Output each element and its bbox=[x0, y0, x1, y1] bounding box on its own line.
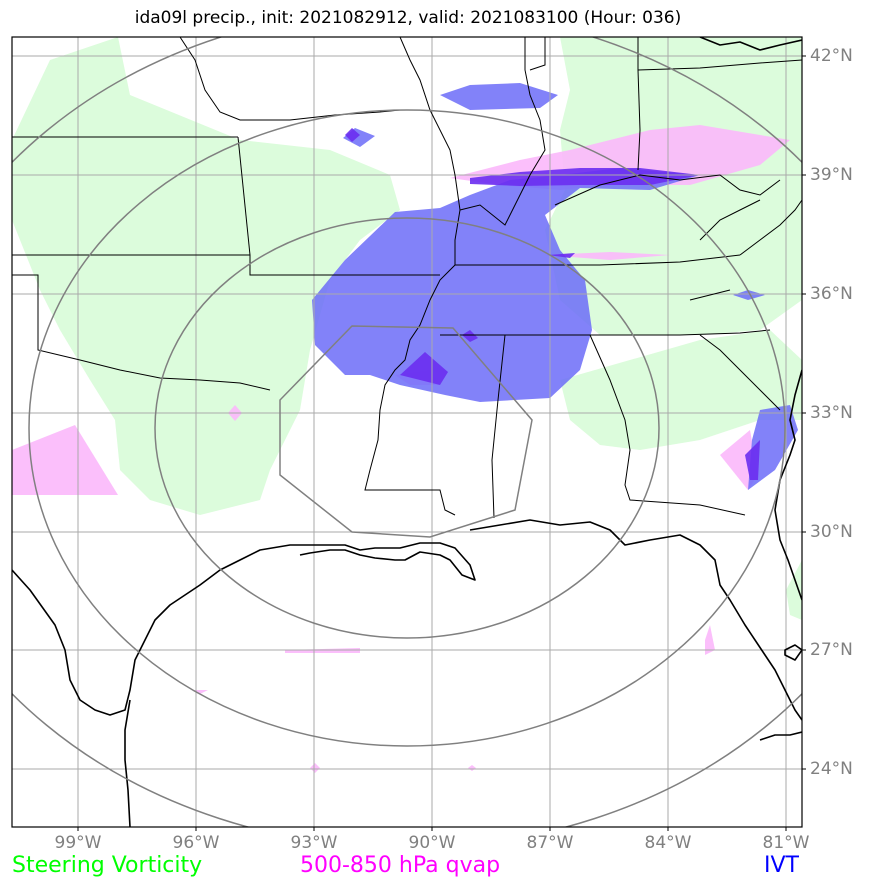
lon-label-90: 90°W bbox=[408, 833, 456, 853]
lat-label-27: 27°N bbox=[810, 640, 853, 660]
lat-label-30: 30°N bbox=[810, 522, 853, 542]
lat-label-36: 36°N bbox=[810, 284, 853, 304]
legend-qvap: 500-850 hPa qvap bbox=[300, 853, 501, 878]
map-frame bbox=[11, 36, 803, 828]
graticule bbox=[12, 37, 802, 827]
lat-label-33: 33°N bbox=[810, 403, 853, 423]
lon-label-99: 99°W bbox=[54, 833, 102, 853]
ivt-core bbox=[345, 128, 760, 480]
range-rings bbox=[12, 37, 802, 827]
legend-steering-vorticity: Steering Vorticity bbox=[12, 853, 203, 878]
lat-label-39: 39°N bbox=[810, 165, 853, 185]
map-title: ida09l precip., init: 2021082912, valid:… bbox=[134, 8, 682, 28]
legend-ivt: IVT bbox=[764, 853, 799, 878]
lon-label-84: 84°W bbox=[644, 833, 692, 853]
lon-label-87: 87°W bbox=[526, 833, 574, 853]
lon-label-81: 81°W bbox=[762, 833, 810, 853]
lat-label-42: 42°N bbox=[810, 46, 853, 66]
axis-ticks bbox=[77, 55, 806, 831]
lon-label-96: 96°W bbox=[172, 833, 220, 853]
lat-label-24: 24°N bbox=[810, 759, 853, 779]
lon-label-93: 93°W bbox=[290, 833, 338, 853]
political-borders bbox=[12, 37, 802, 519]
vorticity-field bbox=[12, 37, 802, 620]
